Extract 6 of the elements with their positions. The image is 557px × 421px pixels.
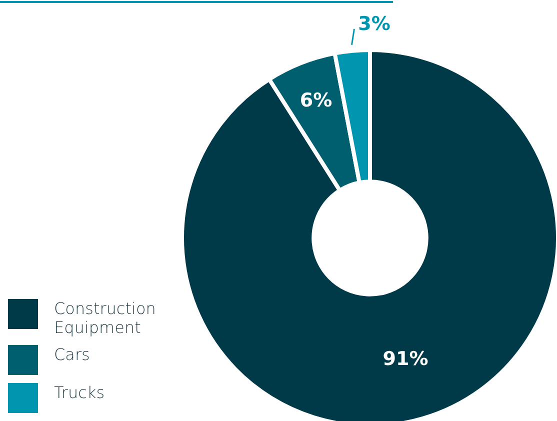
data-label: 3% bbox=[358, 12, 390, 35]
legend-label: Construction Equipment bbox=[54, 299, 156, 337]
data-label: 6% bbox=[300, 90, 332, 112]
legend-label: Trucks bbox=[54, 383, 105, 402]
legend-label: Cars bbox=[54, 345, 90, 364]
data-label: 91% bbox=[382, 348, 428, 370]
